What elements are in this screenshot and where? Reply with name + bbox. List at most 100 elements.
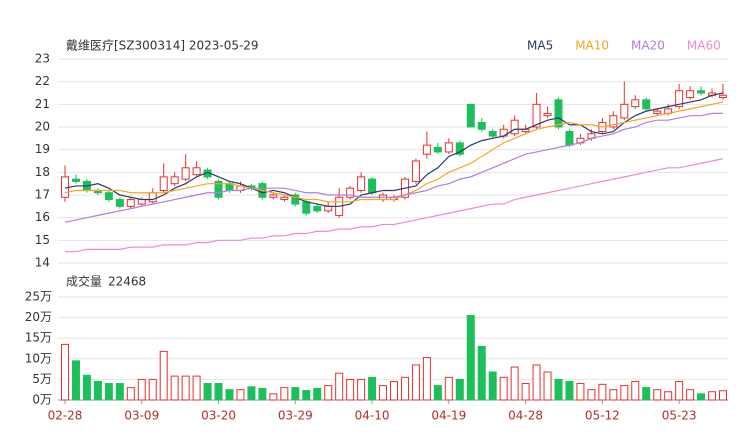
volume-bar	[280, 387, 289, 401]
volume-bar	[686, 389, 695, 401]
candle-body	[280, 196, 289, 201]
x-tick-label: 04-28	[508, 409, 543, 423]
volume-bar	[269, 393, 278, 401]
volume-bar	[225, 389, 234, 401]
y-tick-label: 23	[35, 52, 50, 66]
volume-bar	[653, 389, 662, 401]
candle-body	[510, 119, 519, 135]
volume-bar	[357, 378, 366, 401]
volume-bar	[115, 383, 124, 401]
volume-bar	[313, 387, 322, 401]
volume-bar	[532, 364, 541, 401]
candle-body	[411, 160, 420, 182]
volume-bar	[411, 364, 420, 401]
candle-body	[543, 112, 552, 117]
volume-bar	[192, 375, 201, 401]
volume-bar	[576, 383, 585, 401]
candle-body	[477, 121, 486, 130]
volume-bar	[620, 385, 629, 401]
y-tick-label: 22	[35, 74, 50, 88]
candle-body	[148, 192, 157, 203]
volume-bar	[697, 393, 706, 401]
volume-bar	[368, 376, 377, 401]
candle-body	[137, 199, 146, 205]
y-tick-label: 16	[35, 210, 50, 224]
candle-body	[269, 194, 278, 198]
y-tick-label: 18	[35, 165, 50, 179]
candle-body	[313, 205, 322, 212]
volume-tick-label: 15万	[25, 331, 52, 345]
candle-body	[346, 187, 355, 198]
volume-bar	[466, 315, 475, 401]
volume-tick-label: 5万	[32, 372, 52, 386]
y-tick-label: 15	[35, 233, 50, 247]
candle-body	[291, 194, 300, 205]
volume-bar	[587, 389, 596, 401]
candle-body	[126, 199, 135, 207]
candle-body	[181, 167, 190, 180]
legend-entry: MA10	[575, 39, 609, 53]
candle-body	[302, 201, 311, 214]
legend-entry: MA60	[687, 39, 721, 53]
candle-body	[554, 99, 563, 128]
candle-body	[653, 110, 662, 114]
volume-bar	[554, 378, 563, 401]
volume-bar	[565, 380, 574, 401]
candle-body	[642, 99, 651, 110]
candle-body	[71, 178, 80, 182]
candle-body	[609, 115, 618, 128]
candle-body	[719, 94, 727, 99]
ma-line	[65, 158, 724, 253]
ma-line	[64, 92, 724, 207]
volume-bar	[433, 385, 442, 401]
volume-bar	[609, 389, 618, 401]
volume-bar	[631, 380, 640, 401]
volume-bar	[148, 378, 157, 401]
candle-body	[192, 167, 201, 176]
volume-bar	[126, 387, 135, 401]
volume-tick-label: 0万	[32, 393, 52, 407]
x-tick-label: 03-20	[201, 409, 236, 423]
candle-body	[620, 103, 629, 119]
volume-bar	[400, 376, 409, 401]
volume-bar	[159, 350, 168, 401]
candle-body	[324, 205, 333, 212]
volume-bar	[71, 360, 80, 401]
volume-bar	[477, 345, 486, 401]
candle-body	[104, 192, 113, 201]
volume-bar	[137, 378, 146, 401]
y-tick-label: 14	[35, 256, 50, 270]
volume-bar	[499, 376, 508, 401]
candle-body	[368, 178, 377, 194]
x-tick-label: 04-19	[431, 409, 466, 423]
candle-body	[455, 142, 464, 155]
volume-bar	[642, 387, 651, 401]
volume-bar	[719, 390, 727, 401]
volume-bar	[444, 376, 453, 401]
candle-body	[532, 103, 541, 128]
volume-bar	[598, 383, 607, 401]
candle-body	[61, 176, 69, 198]
x-tick-label: 03-09	[124, 409, 159, 423]
candle-body	[422, 144, 431, 155]
volume-bar	[203, 383, 212, 401]
volume-bar	[170, 375, 179, 401]
volume-bar	[346, 378, 355, 401]
y-tick-label: 19	[35, 142, 50, 156]
legend-entry: MA5	[527, 39, 553, 53]
candle-body	[433, 146, 442, 153]
volume-bar	[104, 383, 113, 401]
volume-bar	[93, 380, 102, 401]
legend-entry: MA20	[631, 39, 665, 53]
volume-bar	[302, 390, 311, 401]
candle-body	[159, 176, 168, 191]
y-tick-label: 20	[35, 120, 50, 134]
ma-line	[64, 101, 724, 203]
volume-bar	[664, 391, 673, 401]
x-tick-label: 04-10	[355, 409, 390, 423]
volume-bar	[291, 387, 300, 401]
volume-bar	[675, 380, 684, 401]
candle-body	[170, 176, 179, 185]
candle-body	[686, 90, 695, 99]
candle-body	[675, 90, 684, 108]
